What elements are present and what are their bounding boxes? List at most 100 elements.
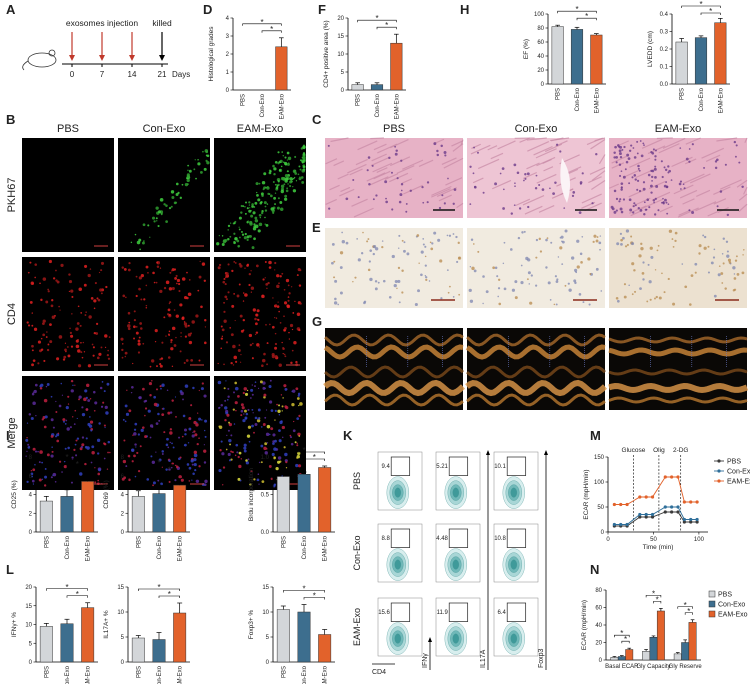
- speckle: [154, 329, 158, 333]
- nucleus: [619, 207, 623, 211]
- speckle: [234, 381, 237, 385]
- speckle: [281, 272, 284, 275]
- cell: [694, 262, 698, 266]
- significance-label: *: [76, 460, 79, 469]
- cell: [582, 301, 585, 304]
- fiber: [713, 198, 727, 205]
- speckle: [171, 195, 175, 199]
- cell: [446, 269, 449, 271]
- nucleus: [375, 194, 378, 197]
- nucleus: [552, 192, 555, 195]
- point: [689, 517, 693, 522]
- speckle: [52, 426, 55, 429]
- speckle: [277, 456, 282, 460]
- speckle: [163, 431, 166, 434]
- cell: [578, 293, 582, 296]
- speckle: [73, 448, 76, 451]
- speckle: [96, 356, 100, 360]
- speckle: [290, 442, 294, 446]
- cell: [417, 289, 421, 293]
- speckle: [231, 451, 234, 454]
- speckle: [294, 155, 297, 158]
- speckle: [61, 471, 63, 473]
- speckle: [191, 320, 195, 324]
- significance-bracket: [684, 612, 693, 615]
- legend-label: Con-Exo: [727, 469, 750, 476]
- cell: [553, 303, 556, 306]
- speckle: [46, 383, 50, 386]
- speckle: [47, 343, 50, 346]
- speckle: [268, 433, 271, 436]
- speckle: [149, 394, 152, 397]
- cell: [642, 261, 645, 264]
- speckle: [147, 409, 151, 413]
- speckle: [282, 436, 284, 439]
- speckle: [131, 460, 134, 463]
- speckle: [287, 156, 292, 161]
- cell: [414, 302, 418, 307]
- speckle: [137, 342, 141, 346]
- speckle: [295, 360, 298, 364]
- speckle: [227, 387, 230, 390]
- cell: [337, 303, 339, 306]
- speckle: [220, 440, 223, 443]
- speckle: [156, 365, 158, 368]
- cell: [363, 301, 366, 305]
- nucleus: [621, 186, 623, 188]
- nucleus: [443, 151, 447, 154]
- fiber: [340, 186, 351, 193]
- speckle: [248, 333, 253, 338]
- nucleus: [618, 200, 621, 203]
- cell: [368, 260, 371, 263]
- timeline-killed: killed: [152, 18, 172, 28]
- speckle: [161, 450, 165, 453]
- fiber: [431, 185, 452, 196]
- speckle: [267, 281, 270, 285]
- point: [625, 522, 629, 527]
- point: [695, 520, 699, 524]
- cell: [418, 262, 420, 264]
- speckle: [297, 464, 302, 468]
- nucleus: [643, 144, 645, 146]
- nucleus: [571, 194, 575, 198]
- fiber: [684, 158, 697, 165]
- speckle: [88, 424, 93, 428]
- bar: [276, 609, 290, 663]
- speckle: [246, 207, 249, 210]
- speckle: [85, 311, 87, 313]
- cell: [630, 235, 633, 238]
- speckle: [107, 440, 111, 444]
- speckle: [201, 419, 203, 421]
- point: [689, 500, 693, 504]
- speckle: [262, 278, 265, 281]
- significance-bracket: [261, 30, 282, 33]
- cell: [554, 275, 557, 278]
- speckle: [263, 393, 267, 397]
- speckle: [286, 187, 289, 190]
- speckle: [62, 358, 66, 361]
- timeline-injection: exosomes injection: [66, 18, 139, 28]
- speckle: [134, 443, 137, 446]
- cell: [452, 296, 455, 298]
- fiber: [441, 157, 457, 165]
- speckle: [156, 261, 159, 264]
- speckle: [276, 177, 281, 182]
- cell: [640, 246, 644, 251]
- fiber: [418, 159, 434, 167]
- speckle: [127, 324, 131, 328]
- cell: [452, 233, 455, 235]
- speckle: [231, 304, 235, 308]
- speckle: [265, 223, 269, 227]
- x-tick-label: EAM-Exo: [178, 665, 184, 684]
- nucleus: [670, 179, 673, 181]
- speckle: [190, 404, 193, 407]
- speckle: [271, 353, 275, 357]
- speckle: [140, 428, 144, 433]
- cell: [391, 254, 395, 259]
- speckle: [283, 353, 286, 356]
- speckle: [254, 224, 259, 229]
- speckle: [124, 420, 127, 423]
- cell: [574, 268, 578, 272]
- speckle: [87, 399, 91, 402]
- ihc-image: [609, 228, 747, 308]
